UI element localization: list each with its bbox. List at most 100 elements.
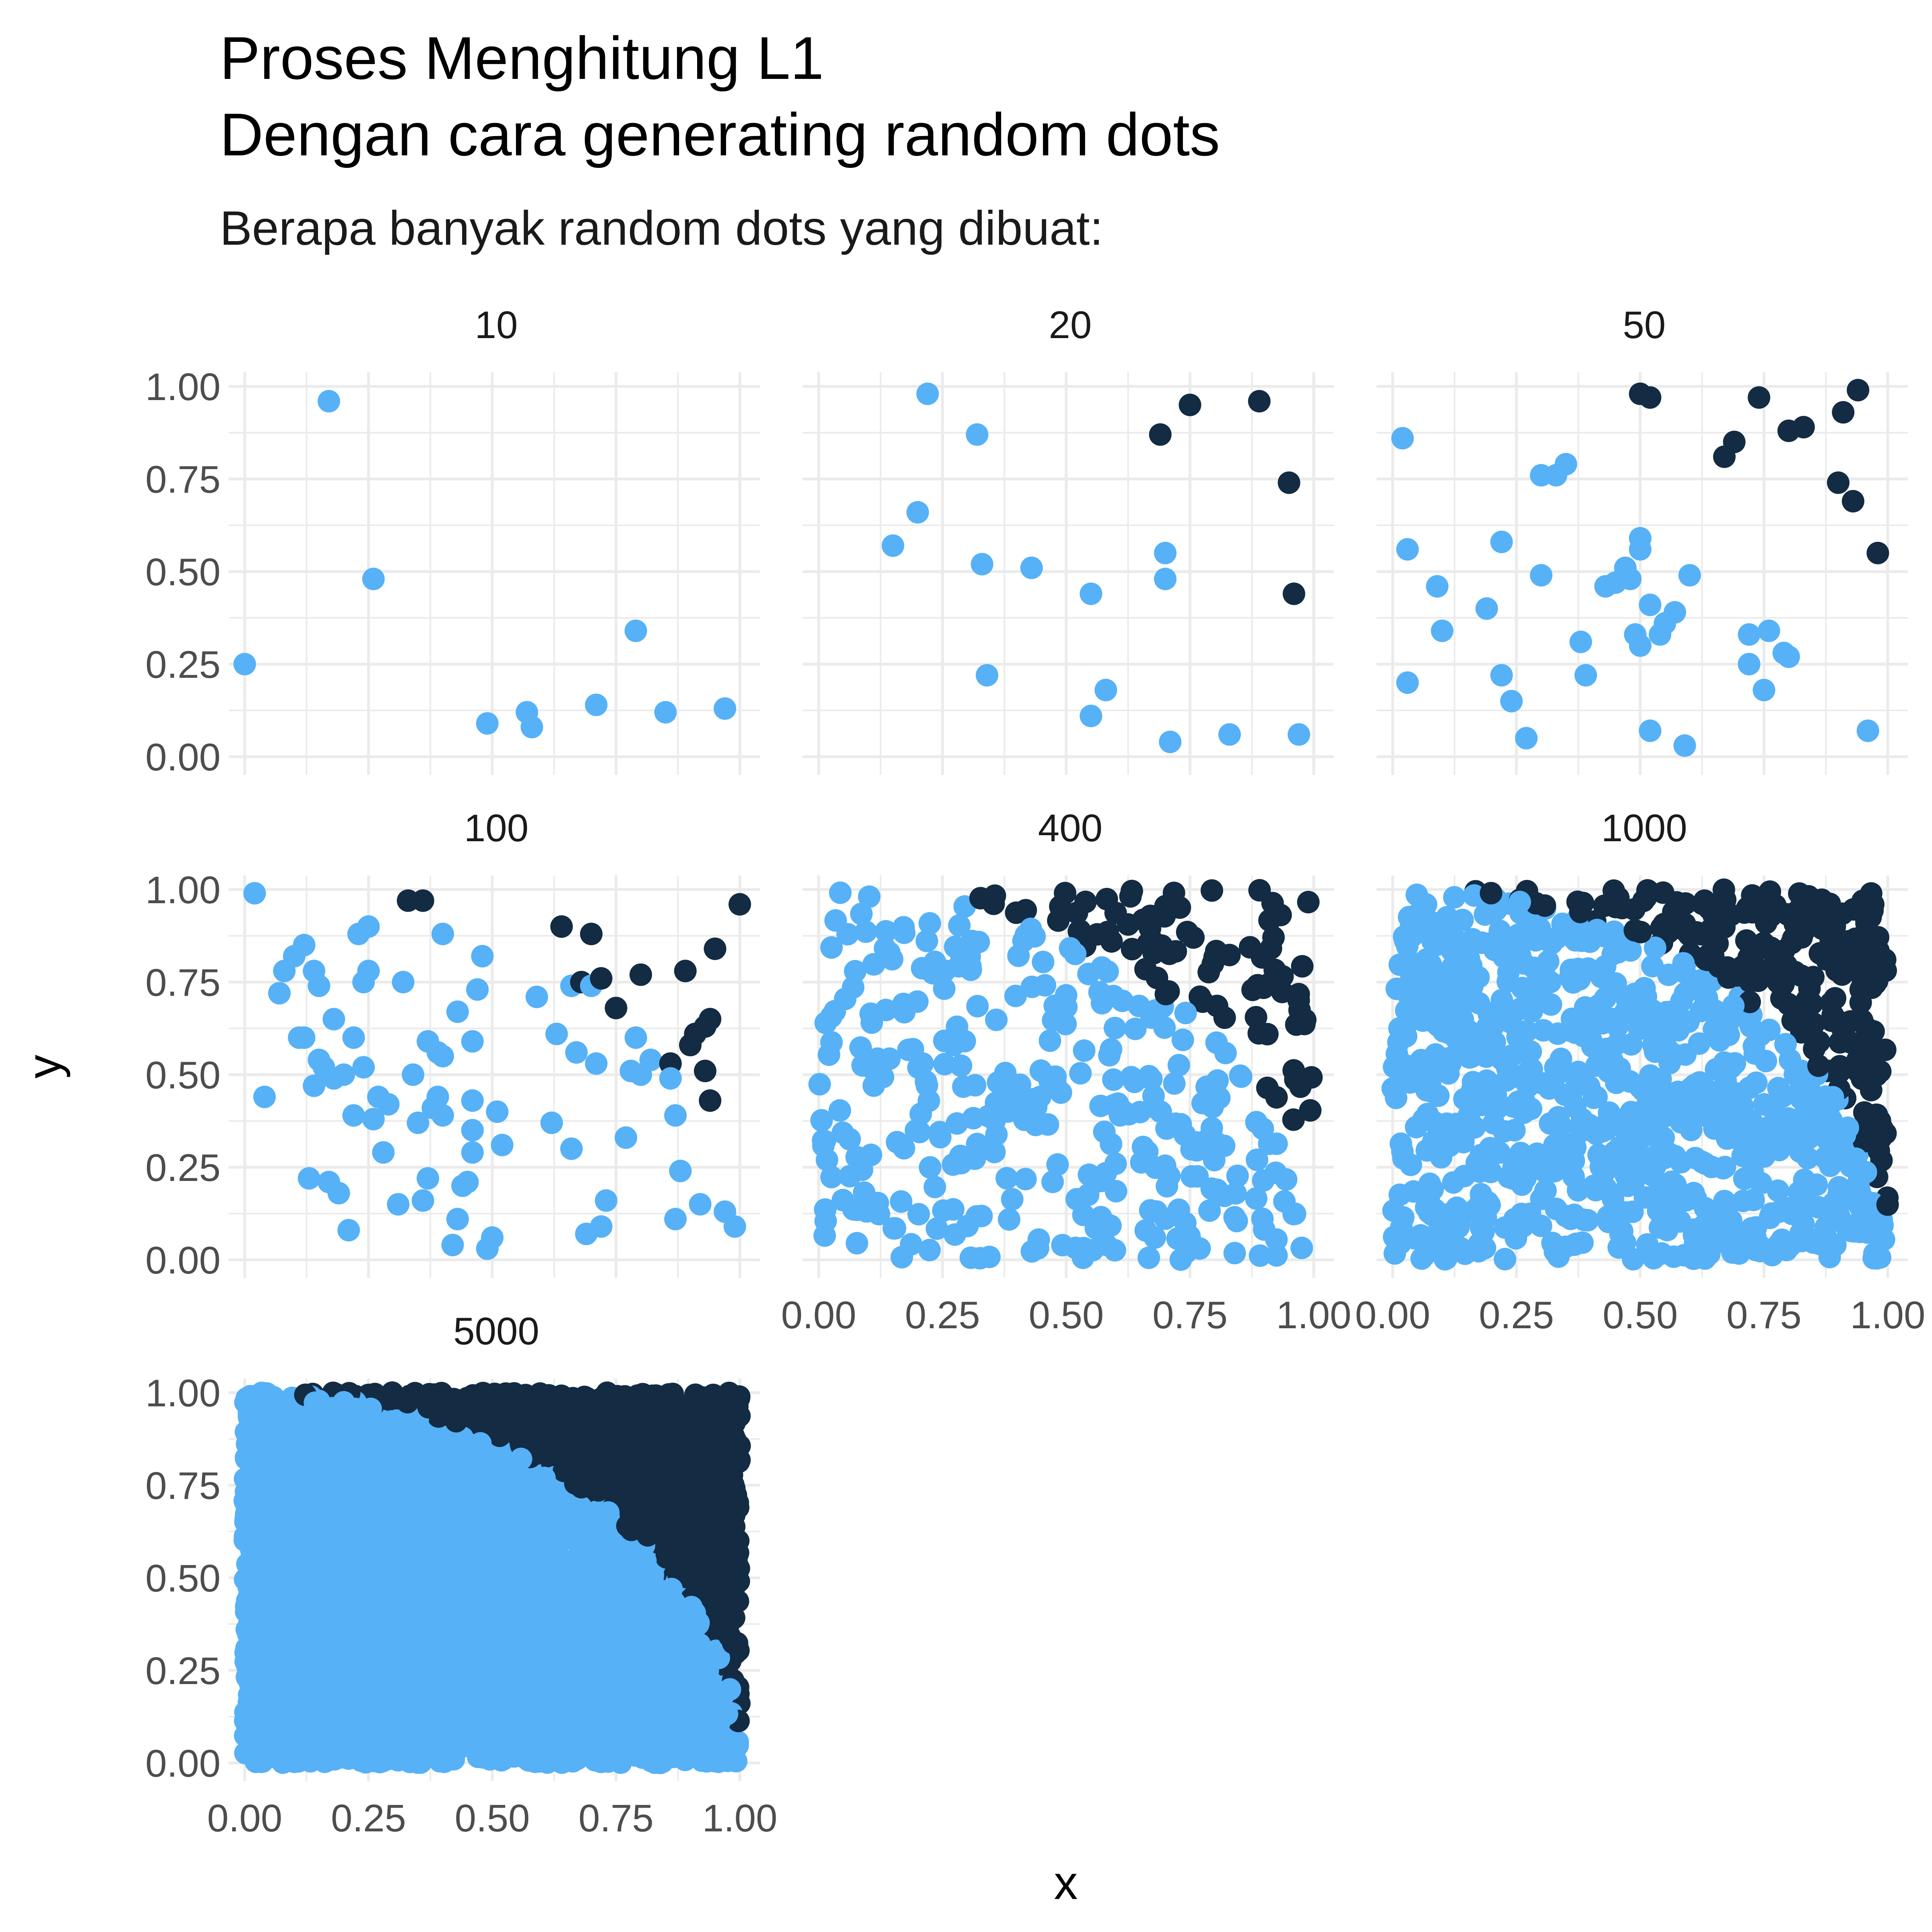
data-point <box>1657 963 1680 986</box>
data-point <box>1288 723 1311 746</box>
data-point <box>1515 1210 1538 1233</box>
data-point <box>1531 962 1554 985</box>
data-point <box>1767 1232 1790 1255</box>
data-point <box>1547 1237 1570 1260</box>
data-point <box>1578 1075 1601 1098</box>
x-tick-label: 0.25 <box>905 1294 980 1337</box>
data-point <box>1639 719 1662 742</box>
data-point <box>918 1238 941 1261</box>
data-point <box>1421 989 1444 1011</box>
data-point <box>1205 939 1228 962</box>
facet-strip-label: 100 <box>464 807 528 850</box>
data-point <box>431 1045 454 1067</box>
data-point <box>1644 1243 1667 1266</box>
data-point <box>308 974 330 997</box>
data-point <box>1723 431 1746 453</box>
data-point <box>1014 1168 1037 1191</box>
data-point <box>1167 1198 1190 1221</box>
data-point <box>1245 1006 1267 1029</box>
data-point <box>892 1137 915 1160</box>
data-point <box>1802 966 1825 989</box>
x-tick-label: 0.25 <box>1479 1294 1554 1337</box>
data-point <box>1223 1206 1246 1229</box>
data-point <box>1864 1103 1887 1126</box>
data-point <box>293 934 316 956</box>
data-point <box>1290 1236 1313 1259</box>
data-point <box>1423 1224 1446 1247</box>
data-point <box>1629 634 1651 657</box>
data-point <box>1520 1058 1543 1081</box>
data-point <box>1684 1147 1707 1170</box>
data-point <box>919 912 941 935</box>
data-point <box>1415 893 1437 916</box>
data-point <box>1144 1156 1167 1179</box>
data-point <box>929 1121 951 1144</box>
data-point <box>1574 664 1597 687</box>
data-point <box>882 1217 905 1240</box>
data-point <box>243 882 266 905</box>
data-point <box>966 995 989 1018</box>
panel-grid <box>803 372 1334 775</box>
data-point <box>1647 1031 1670 1054</box>
data-point <box>1738 623 1761 646</box>
data-point <box>1426 575 1449 598</box>
data-point <box>1100 1133 1123 1156</box>
data-point <box>1287 983 1310 1005</box>
data-point <box>1025 1096 1048 1119</box>
data-point <box>1020 975 1043 998</box>
data-point <box>1271 965 1294 988</box>
data-point <box>1080 704 1102 727</box>
data-point <box>664 1104 687 1127</box>
data-point <box>943 1223 966 1246</box>
data-point <box>1090 1206 1113 1228</box>
data-point <box>1530 564 1552 587</box>
data-point <box>426 1086 449 1108</box>
y-tick-label: 0.00 <box>145 736 221 779</box>
data-point <box>1503 1119 1526 1141</box>
data-point <box>1169 1248 1192 1271</box>
panel-points <box>1381 878 1899 1271</box>
chart-title-line2: Dengan cara generating random dots <box>220 101 1220 168</box>
data-point <box>1258 909 1281 932</box>
data-point <box>1767 1179 1790 1202</box>
data-point <box>1146 966 1168 989</box>
data-point <box>1792 416 1815 439</box>
data-point <box>1154 542 1177 564</box>
facet-panel-10: 100.000.250.500.751.00 <box>145 303 760 779</box>
data-point <box>1383 1242 1406 1265</box>
data-point <box>1174 1001 1197 1024</box>
data-point <box>1832 401 1855 424</box>
data-point <box>1488 1141 1511 1164</box>
data-point <box>1507 923 1530 946</box>
data-point <box>1741 884 1764 907</box>
data-point <box>855 920 877 943</box>
panel-points <box>233 390 737 739</box>
data-point <box>933 959 956 982</box>
data-point <box>1077 1163 1100 1186</box>
data-point <box>1104 1239 1126 1262</box>
data-point <box>1176 921 1199 943</box>
data-point <box>1722 994 1745 1017</box>
data-point <box>392 971 415 993</box>
data-point <box>1391 427 1414 450</box>
data-point <box>933 1053 956 1075</box>
data-point <box>585 1052 608 1075</box>
data-point <box>1399 969 1422 992</box>
data-point <box>1396 538 1419 561</box>
data-point <box>1144 1096 1166 1119</box>
data-point <box>1827 471 1849 494</box>
data-point <box>1759 880 1781 903</box>
data-point <box>1453 1164 1476 1187</box>
data-point <box>1245 1111 1268 1133</box>
data-point <box>1064 1236 1087 1259</box>
data-point <box>1213 1006 1236 1029</box>
data-point <box>337 1219 360 1242</box>
data-point <box>969 1247 991 1269</box>
data-point <box>377 1093 400 1116</box>
data-point <box>1807 1054 1830 1077</box>
data-point <box>1767 1077 1790 1100</box>
data-point <box>1855 951 1878 974</box>
data-point <box>630 963 652 986</box>
data-point <box>1074 890 1097 913</box>
